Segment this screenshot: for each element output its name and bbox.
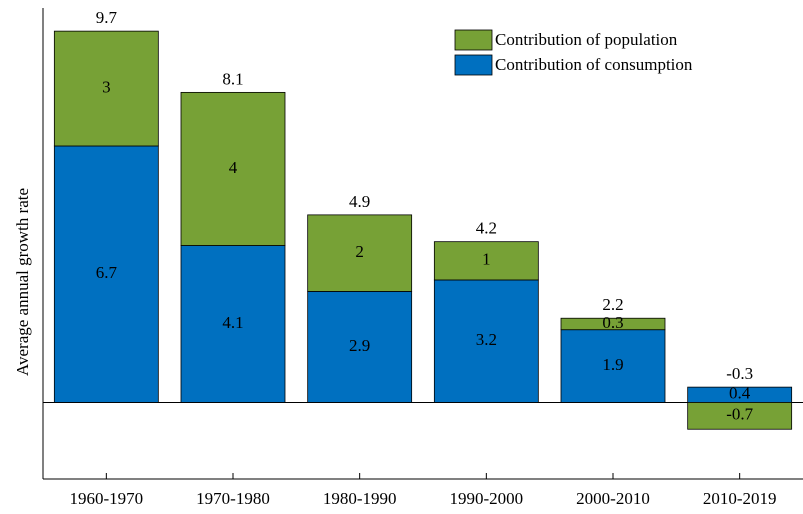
total-label: 8.1 xyxy=(222,69,243,88)
total-label: -0.3 xyxy=(726,364,753,383)
bar-segment xyxy=(560,317,666,331)
bar-segment xyxy=(307,214,413,292)
legend-label: Contribution of consumption xyxy=(495,55,693,74)
data-label: 1 xyxy=(482,250,491,269)
x-tick-label: 1970-1980 xyxy=(196,489,270,508)
data-label: -0.7 xyxy=(726,405,753,424)
data-label: 4 xyxy=(229,158,238,177)
data-label: 3.2 xyxy=(476,330,497,349)
bar-segment xyxy=(560,329,666,403)
data-label: 1.9 xyxy=(602,355,623,374)
legend-swatch xyxy=(454,29,493,51)
data-label: 3 xyxy=(102,77,111,96)
data-label: 0.4 xyxy=(729,384,751,403)
x-tick-label: 1980-1990 xyxy=(323,489,397,508)
data-label: 0.3 xyxy=(602,313,623,332)
bar-segment xyxy=(433,241,539,281)
y-axis-label: Average annual growth rate xyxy=(13,188,32,376)
total-label: 4.2 xyxy=(476,219,497,238)
total-label: 4.9 xyxy=(349,192,370,211)
data-label: 2.9 xyxy=(349,336,370,355)
x-tick-label: 1960-1970 xyxy=(69,489,143,508)
x-tick-label: 2000-2010 xyxy=(576,489,650,508)
bar-segment xyxy=(180,91,286,246)
legend-label: Contribution of population xyxy=(495,30,678,49)
bar-segment xyxy=(433,279,539,403)
total-label: 9.7 xyxy=(96,8,118,27)
data-label: 4.1 xyxy=(222,313,243,332)
legend-swatch xyxy=(454,54,493,76)
bar-segment xyxy=(307,291,413,403)
x-tick-label: 2010-2019 xyxy=(703,489,777,508)
bar-segment xyxy=(53,145,159,403)
bar-segment xyxy=(53,30,159,147)
bar-segment xyxy=(687,402,793,430)
x-tick-label: 1990-2000 xyxy=(449,489,523,508)
data-label: 2 xyxy=(355,242,364,261)
data-label: 6.7 xyxy=(96,263,118,282)
total-label: 2.2 xyxy=(602,295,623,314)
